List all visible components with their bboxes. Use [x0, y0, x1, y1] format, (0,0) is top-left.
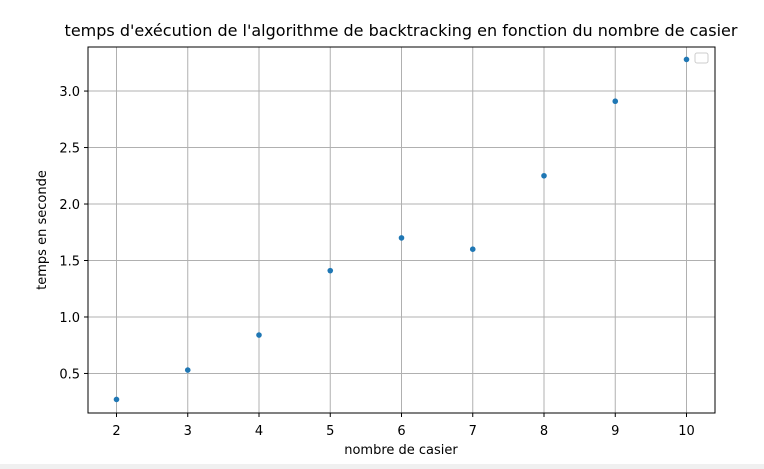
- grid: [88, 47, 715, 413]
- x-tick-label: 3: [184, 424, 192, 439]
- data-point: [469, 246, 476, 253]
- data-point: [256, 332, 262, 338]
- y-tick-label: 1.0: [59, 311, 80, 326]
- x-tick-label: 5: [326, 424, 334, 439]
- data-point: [327, 267, 334, 274]
- x-axis-label: nombre de casier: [344, 443, 458, 458]
- data-point: [612, 98, 619, 105]
- y-tick-label: 0.5: [59, 367, 80, 382]
- x-axis-ticks: 2 3 4 5 6 7 8 9 10: [112, 413, 695, 439]
- data-point: [683, 56, 690, 63]
- data-point: [398, 235, 405, 241]
- y-axis-ticks: 0.5 1.0 1.5 2.0 2.5 3.0: [59, 85, 88, 382]
- x-tick-label: 10: [678, 424, 695, 439]
- x-tick-label: 8: [540, 424, 548, 439]
- x-tick-label: 2: [112, 424, 120, 439]
- y-tick-label: 2.0: [59, 198, 80, 213]
- y-tick-label: 1.5: [59, 255, 80, 270]
- y-axis-label: temps en seconde: [35, 170, 50, 290]
- data-point: [113, 396, 120, 403]
- x-tick-label: 9: [611, 424, 619, 439]
- y-tick-label: 2.5: [59, 142, 80, 157]
- chart-title: temps d'exécution de l'algorithme de bac…: [65, 21, 738, 40]
- x-tick-label: 4: [255, 424, 263, 439]
- data-point: [541, 172, 547, 179]
- x-tick-label: 6: [397, 424, 405, 439]
- data-point: [184, 367, 191, 373]
- window-bottom-edge: [0, 464, 764, 469]
- y-tick-label: 3.0: [59, 85, 80, 100]
- legend-box: [694, 52, 709, 64]
- data-points: [113, 56, 690, 403]
- legend: [694, 52, 709, 64]
- x-tick-label: 7: [469, 424, 477, 439]
